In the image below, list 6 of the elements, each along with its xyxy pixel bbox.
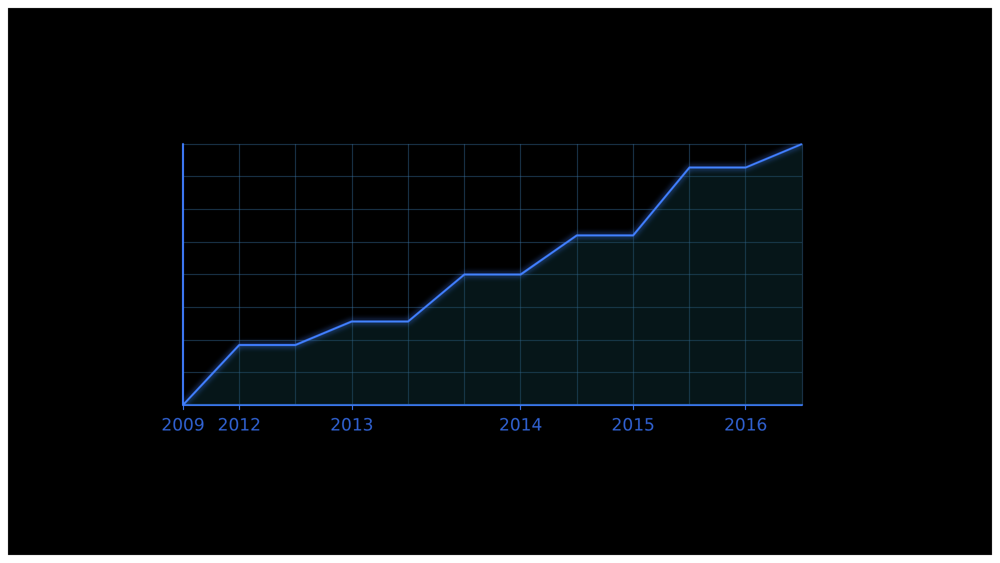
x-tick-label: 2014 (499, 416, 542, 436)
x-tick-label: 2015 (612, 416, 655, 436)
x-tick-label: 2012 (218, 416, 261, 436)
x-tick-label: 2016 (724, 416, 768, 436)
x-tick-label: 2013 (330, 416, 374, 436)
x-tick-label: 2009 (161, 416, 205, 436)
